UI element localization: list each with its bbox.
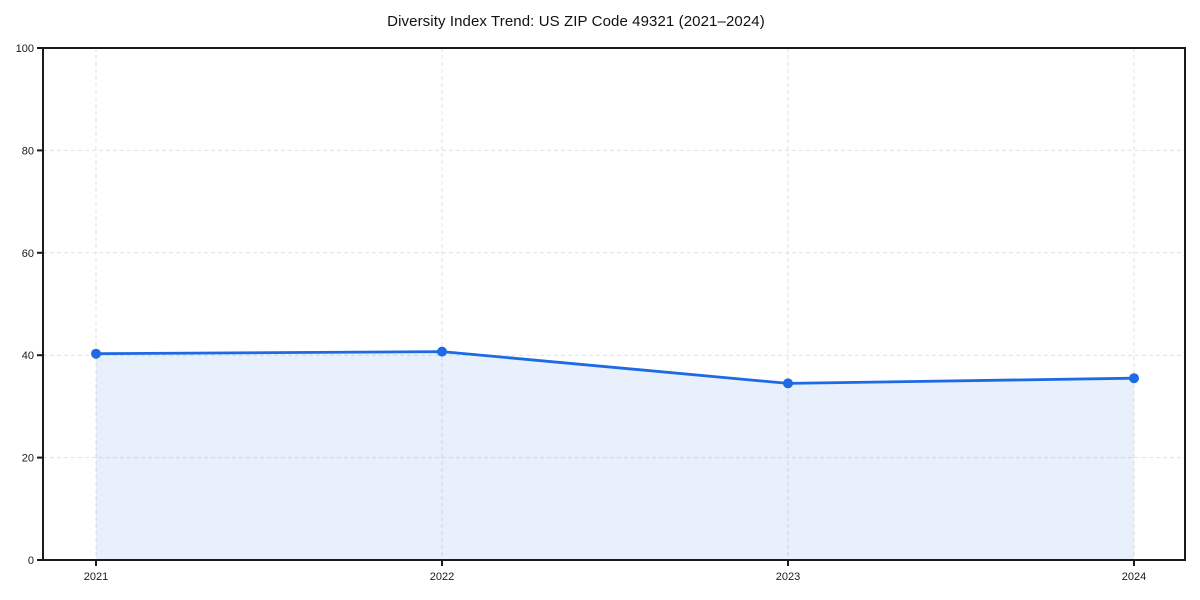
chart-title: Diversity Index Trend: US ZIP Code 49321… <box>387 13 765 30</box>
plot-frame <box>42 47 1186 561</box>
x-tick-label-2021: 2021 <box>84 571 108 583</box>
area-fill <box>96 351 1134 560</box>
series-line <box>94 350 1136 385</box>
y-tick-label-20: 20 <box>22 453 34 465</box>
y-tick-label-100: 100 <box>16 43 34 55</box>
x-tick-label-2023: 2023 <box>776 571 800 583</box>
data-point-2022 <box>437 346 447 357</box>
y-tick-label-60: 60 <box>22 248 34 260</box>
x-tick-label-2024: 2024 <box>1122 571 1146 583</box>
y-tick-label-0: 0 <box>28 555 34 567</box>
data-point-2023 <box>783 378 793 389</box>
y-tick-label-40: 40 <box>22 350 34 362</box>
x-tick-label-2022: 2022 <box>430 571 454 583</box>
data-point-2021 <box>91 348 101 359</box>
y-tick-label-80: 80 <box>22 145 34 157</box>
data-point-2024 <box>1129 373 1139 384</box>
